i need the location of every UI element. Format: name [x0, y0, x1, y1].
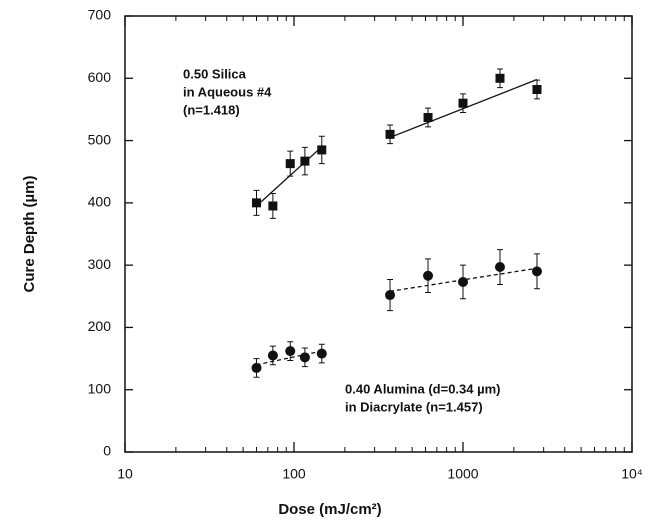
- y-tick-label: 700: [88, 7, 112, 23]
- y-tick-label: 400: [88, 194, 112, 210]
- data-point: [251, 362, 262, 373]
- data-point: [300, 156, 310, 166]
- data-point: [299, 352, 310, 363]
- data-point: [495, 73, 505, 83]
- plot-frame: [124, 15, 633, 453]
- y-tick-label: 0: [103, 443, 111, 459]
- annotation: (n=1.418): [183, 102, 240, 117]
- annotation: 0.50 Silica: [183, 66, 247, 81]
- data-point: [285, 159, 295, 169]
- annotation: in Diacrylate (n=1.457): [345, 399, 483, 414]
- annotation: in Aqueous #4: [183, 84, 272, 99]
- data-point: [423, 270, 434, 281]
- data-point: [285, 346, 296, 357]
- x-axis-label: Dose (mJ/cm²): [278, 501, 381, 518]
- x-tick-label: 1000: [447, 466, 478, 482]
- y-axis-label: Cure Depth (µm): [21, 176, 38, 293]
- y-tick-label: 600: [88, 69, 112, 85]
- fit-line: [389, 267, 538, 292]
- x-tick-label: 10: [117, 466, 133, 482]
- y-tick-label: 300: [88, 256, 112, 272]
- fit-line: [389, 78, 538, 139]
- data-point: [458, 276, 468, 287]
- data-point: [252, 198, 262, 208]
- data-point: [316, 348, 327, 359]
- y-tick-label: 200: [88, 318, 112, 334]
- x-tick-label: 100: [282, 466, 306, 482]
- data-point: [532, 84, 542, 94]
- data-point: [267, 350, 278, 361]
- data-point: [494, 262, 505, 273]
- x-tick-label: 10⁴: [621, 466, 643, 482]
- y-tick-label: 500: [88, 131, 112, 147]
- data-point: [268, 201, 278, 211]
- data-point: [317, 145, 327, 155]
- data-point: [385, 290, 396, 301]
- data-point: [423, 113, 433, 123]
- y-tick-label: 100: [88, 380, 112, 396]
- annotation: 0.40 Alumina (d=0.34 µm): [345, 381, 500, 396]
- data-point: [458, 98, 468, 108]
- data-point: [385, 129, 395, 139]
- data-point: [531, 266, 542, 277]
